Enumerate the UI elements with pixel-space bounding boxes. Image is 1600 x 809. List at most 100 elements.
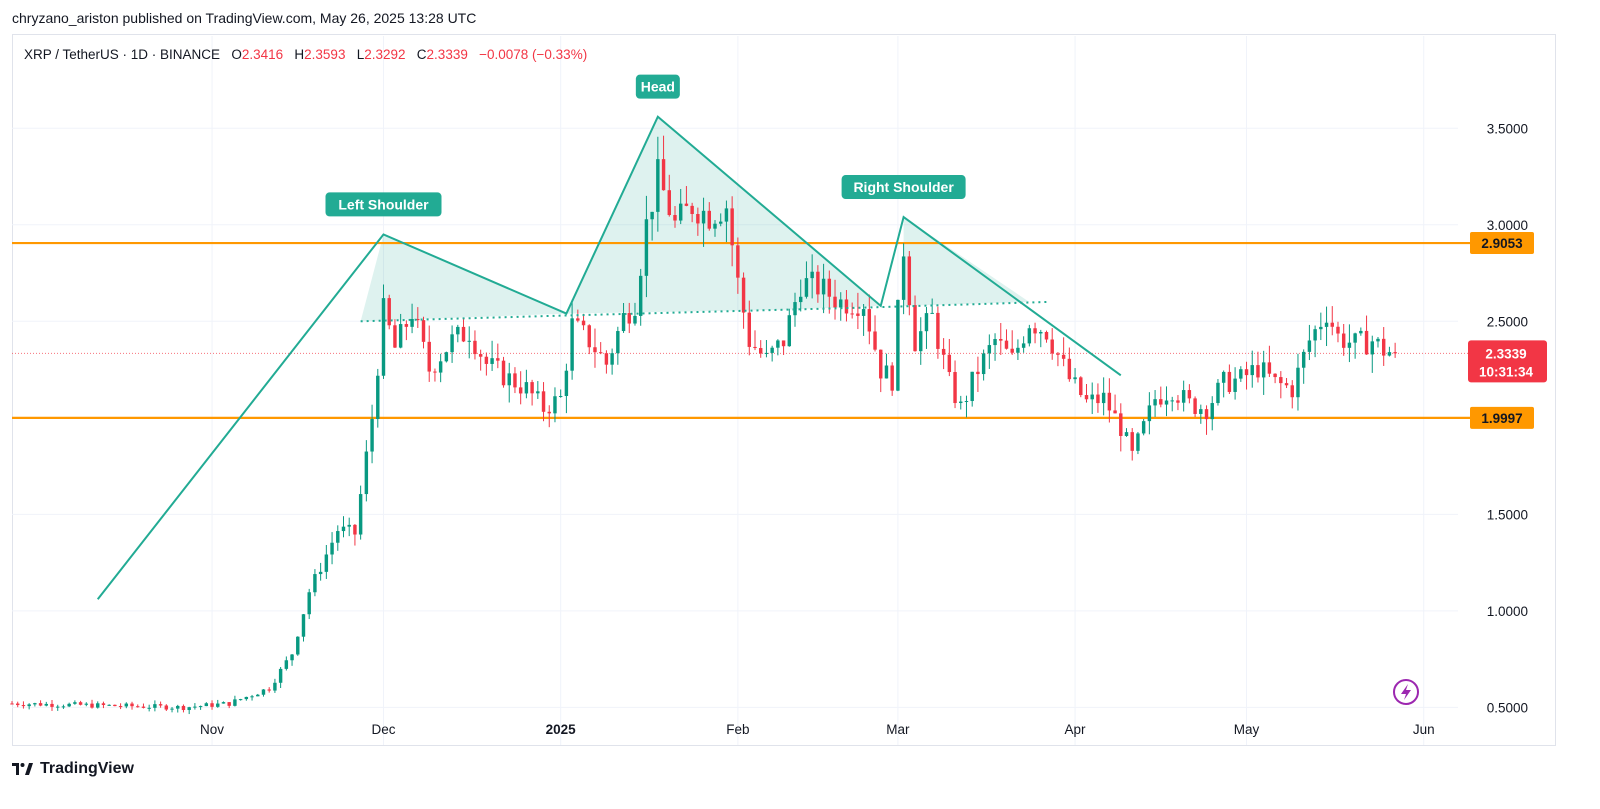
- candle[interactable]: [1307, 324, 1312, 361]
- candle[interactable]: [1347, 324, 1352, 363]
- candle[interactable]: [981, 349, 986, 381]
- candle[interactable]: [873, 315, 877, 352]
- candle[interactable]: [27, 703, 31, 710]
- lightning-icon[interactable]: [1393, 679, 1419, 705]
- candle[interactable]: [124, 702, 129, 709]
- candle[interactable]: [1021, 336, 1026, 353]
- candle[interactable]: [1170, 396, 1174, 412]
- candle[interactable]: [1233, 367, 1237, 400]
- candle[interactable]: [296, 636, 300, 656]
- candle[interactable]: [753, 330, 757, 351]
- candle[interactable]: [1004, 329, 1009, 350]
- candle[interactable]: [833, 279, 837, 320]
- candle[interactable]: [1359, 327, 1363, 336]
- candle[interactable]: [153, 700, 157, 712]
- candle[interactable]: [416, 307, 420, 328]
- candle[interactable]: [67, 702, 71, 708]
- candle[interactable]: [598, 342, 603, 355]
- candle[interactable]: [1067, 347, 1072, 382]
- candle[interactable]: [1176, 395, 1180, 411]
- candle[interactable]: [661, 135, 666, 191]
- candle[interactable]: [1319, 312, 1323, 341]
- candle[interactable]: [684, 186, 689, 207]
- candle[interactable]: [381, 284, 386, 379]
- candle[interactable]: [678, 188, 683, 225]
- candle[interactable]: [1376, 336, 1380, 348]
- candle[interactable]: [650, 211, 654, 241]
- candle[interactable]: [427, 325, 431, 382]
- candle[interactable]: [478, 349, 483, 371]
- candle[interactable]: [696, 207, 700, 236]
- candle[interactable]: [1010, 330, 1014, 355]
- candle[interactable]: [1107, 378, 1112, 423]
- candle[interactable]: [1370, 335, 1374, 373]
- candle[interactable]: [530, 379, 534, 406]
- candle[interactable]: [1250, 350, 1254, 388]
- candle[interactable]: [284, 656, 289, 671]
- candle[interactable]: [73, 700, 77, 705]
- candle[interactable]: [16, 701, 20, 708]
- candle[interactable]: [1204, 405, 1209, 435]
- candle[interactable]: [1221, 370, 1226, 398]
- candle[interactable]: [924, 307, 929, 349]
- candle[interactable]: [1136, 431, 1140, 455]
- symbol-label[interactable]: XRP / TetherUS · 1D · BINANCE: [24, 47, 221, 62]
- candle[interactable]: [250, 694, 254, 701]
- candle[interactable]: [518, 371, 523, 405]
- candle[interactable]: [1393, 342, 1397, 358]
- candle[interactable]: [570, 299, 574, 380]
- candle[interactable]: [1239, 366, 1243, 382]
- candle[interactable]: [1044, 330, 1049, 343]
- candle[interactable]: [267, 687, 271, 693]
- candle[interactable]: [238, 698, 243, 701]
- candle[interactable]: [393, 319, 397, 349]
- candle[interactable]: [764, 340, 769, 358]
- candle[interactable]: [536, 381, 540, 399]
- candle[interactable]: [473, 330, 477, 360]
- candle[interactable]: [987, 334, 992, 369]
- candle[interactable]: [198, 705, 203, 710]
- candle[interactable]: [187, 706, 191, 715]
- candle[interactable]: [84, 702, 89, 707]
- candle[interactable]: [919, 317, 923, 365]
- candle[interactable]: [741, 272, 746, 329]
- candle[interactable]: [193, 703, 197, 710]
- candle[interactable]: [130, 701, 134, 710]
- candle[interactable]: [1313, 325, 1317, 358]
- candle[interactable]: [770, 345, 774, 362]
- candle[interactable]: [1324, 306, 1329, 347]
- candle[interactable]: [1341, 323, 1346, 356]
- candle[interactable]: [827, 270, 832, 314]
- candle[interactable]: [581, 313, 586, 331]
- candle[interactable]: [507, 362, 511, 403]
- candle[interactable]: [387, 294, 391, 330]
- candle[interactable]: [713, 220, 717, 237]
- candle[interactable]: [233, 695, 237, 707]
- candle[interactable]: [564, 363, 569, 414]
- candle[interactable]: [861, 303, 866, 336]
- candle[interactable]: [341, 516, 346, 538]
- candle[interactable]: [759, 340, 763, 358]
- candle[interactable]: [1096, 383, 1100, 413]
- candle[interactable]: [61, 704, 66, 709]
- candle[interactable]: [210, 700, 214, 710]
- candle[interactable]: [1050, 328, 1054, 360]
- candle[interactable]: [890, 362, 894, 396]
- candle[interactable]: [970, 371, 974, 407]
- candle[interactable]: [730, 196, 734, 267]
- candle[interactable]: [1267, 345, 1272, 377]
- candle[interactable]: [633, 302, 637, 326]
- candle[interactable]: [747, 300, 752, 356]
- candle[interactable]: [141, 703, 146, 709]
- candle[interactable]: [816, 265, 820, 303]
- candle[interactable]: [221, 701, 226, 704]
- candle[interactable]: [404, 320, 409, 341]
- candle[interactable]: [330, 532, 334, 565]
- candle[interactable]: [1027, 324, 1032, 347]
- tradingview-logo[interactable]: TradingView: [12, 760, 134, 778]
- candle[interactable]: [976, 356, 980, 393]
- candle[interactable]: [999, 322, 1003, 355]
- candle[interactable]: [810, 254, 814, 299]
- candle[interactable]: [1279, 371, 1283, 399]
- candle[interactable]: [1119, 403, 1123, 452]
